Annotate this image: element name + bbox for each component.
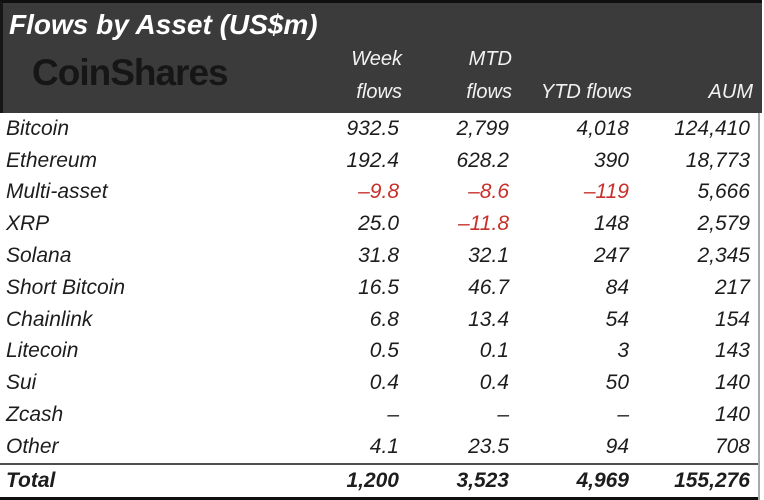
value-week: 6.8	[369, 307, 399, 331]
table-row: Other 4.1 23.5 94 708	[0, 431, 758, 463]
total-mtd-flows: 3,523	[456, 468, 509, 492]
value-aum: 140	[714, 371, 750, 395]
value-ytd: 94	[605, 434, 629, 458]
value-mtd: 23.5	[468, 434, 509, 458]
total-aum: 155,276	[674, 468, 750, 492]
table-row: Litecoin 0.5 0.1 3 143	[0, 336, 758, 368]
table-row: XRP 25.0 –11.8 148 2,579	[0, 208, 758, 240]
column-header-row: CoinShares Week flows MTD flows YTD flow…	[3, 43, 762, 111]
column-header-aum-label: AUM	[708, 81, 753, 103]
value-aum: 708	[714, 434, 750, 458]
asset-name: Multi-asset	[6, 180, 108, 204]
value-mtd: 13.4	[468, 307, 509, 331]
asset-name: Other	[6, 434, 59, 458]
value-aum: 2,345	[697, 244, 750, 268]
total-week-flows: 1,200	[346, 468, 399, 492]
total-ytd-flows: 4,969	[576, 468, 629, 492]
value-ytd: 50	[605, 371, 629, 395]
asset-name: Sui	[6, 371, 37, 395]
value-week: 192.4	[346, 148, 399, 172]
value-week: 4.1	[369, 434, 399, 458]
table-body-wrap: Bitcoin 932.5 2,799 4,018 124,410 Ethereum 192…	[0, 113, 760, 500]
asset-name: Short Bitcoin	[6, 275, 126, 299]
value-aum: 124,410	[674, 116, 750, 140]
value-aum: 154	[714, 307, 750, 331]
table-body: Bitcoin 932.5 2,799 4,018 124,410 Ethereum 192…	[0, 113, 758, 463]
value-ytd: 148	[593, 212, 629, 236]
table-row: Bitcoin 932.5 2,799 4,018 124,410	[0, 113, 758, 145]
table-row: Multi-asset –9.8 –8.6 –119 5,666	[0, 177, 758, 209]
column-header-mtd-line2: flows	[466, 81, 512, 103]
value-week: 932.5	[346, 116, 399, 140]
value-week: 25.0	[358, 212, 399, 236]
asset-name: Bitcoin	[6, 116, 70, 140]
value-aum: 143	[714, 339, 750, 363]
value-week: 0.5	[369, 339, 399, 363]
value-aum: 217	[714, 275, 750, 299]
asset-name: Litecoin	[6, 339, 79, 363]
value-mtd: 46.7	[468, 275, 509, 299]
value-mtd: –11.8	[458, 212, 509, 236]
table-row: Ethereum 192.4 628.2 390 18,773	[0, 145, 758, 177]
value-aum: 18,773	[685, 148, 750, 172]
value-aum: 2,579	[697, 212, 750, 236]
table-row: Solana 31.8 32.1 247 2,345	[0, 240, 758, 272]
value-week: –9.8	[358, 180, 399, 204]
table-row: Short Bitcoin 16.5 46.7 84 217	[0, 272, 758, 304]
column-header-ytd-label: YTD flows	[540, 81, 632, 103]
column-header-mtd-flows: MTD flows	[402, 43, 512, 109]
table-row: Sui 0.4 0.4 50 140	[0, 367, 758, 399]
column-header-week-line2: flows	[356, 81, 402, 103]
value-week: 0.4	[369, 371, 399, 395]
asset-name: Solana	[6, 244, 72, 268]
table-title: Flows by Asset (US$m)	[9, 9, 318, 40]
coinshares-logo: CoinShares	[32, 51, 229, 93]
value-week: –	[387, 403, 399, 427]
total-row: Total 1,200 3,523 4,969 155,276	[0, 462, 758, 500]
column-header-mtd-line1: MTD	[468, 48, 512, 70]
value-aum: 5,666	[697, 180, 750, 204]
value-ytd: 3	[617, 339, 629, 363]
total-label: Total	[6, 468, 56, 492]
value-ytd: 4,018	[576, 116, 629, 140]
column-header-aum: AUM	[632, 76, 753, 109]
table-row: Chainlink 6.8 13.4 54 154	[0, 304, 758, 336]
value-aum: 140	[714, 403, 750, 427]
value-ytd: 247	[593, 244, 629, 268]
column-header-ytd-flows: YTD flows	[512, 76, 632, 109]
value-mtd: –	[497, 403, 509, 427]
value-ytd: 390	[593, 148, 629, 172]
asset-name: XRP	[6, 212, 50, 236]
column-header-week-line1: Week	[351, 48, 402, 70]
value-week: 16.5	[358, 275, 399, 299]
table-row: Zcash – – – 140	[0, 399, 758, 431]
column-header-week-flows: Week flows	[292, 43, 402, 109]
value-mtd: 0.4	[479, 371, 509, 395]
value-mtd: 628.2	[456, 148, 509, 172]
value-mtd: –8.6	[468, 180, 509, 204]
value-ytd: 54	[605, 307, 629, 331]
value-week: 31.8	[358, 244, 399, 268]
value-ytd: 84	[605, 275, 629, 299]
asset-name: Ethereum	[6, 148, 98, 172]
asset-name: Zcash	[6, 403, 64, 427]
value-mtd: 32.1	[468, 244, 509, 268]
value-mtd: 0.1	[479, 339, 509, 363]
value-ytd: –119	[583, 180, 629, 204]
table-header: Flows by Asset (US$m) CoinShares Week fl…	[0, 0, 762, 113]
value-mtd: 2,799	[456, 116, 509, 140]
asset-name: Chainlink	[6, 307, 93, 331]
value-ytd: –	[617, 403, 629, 427]
